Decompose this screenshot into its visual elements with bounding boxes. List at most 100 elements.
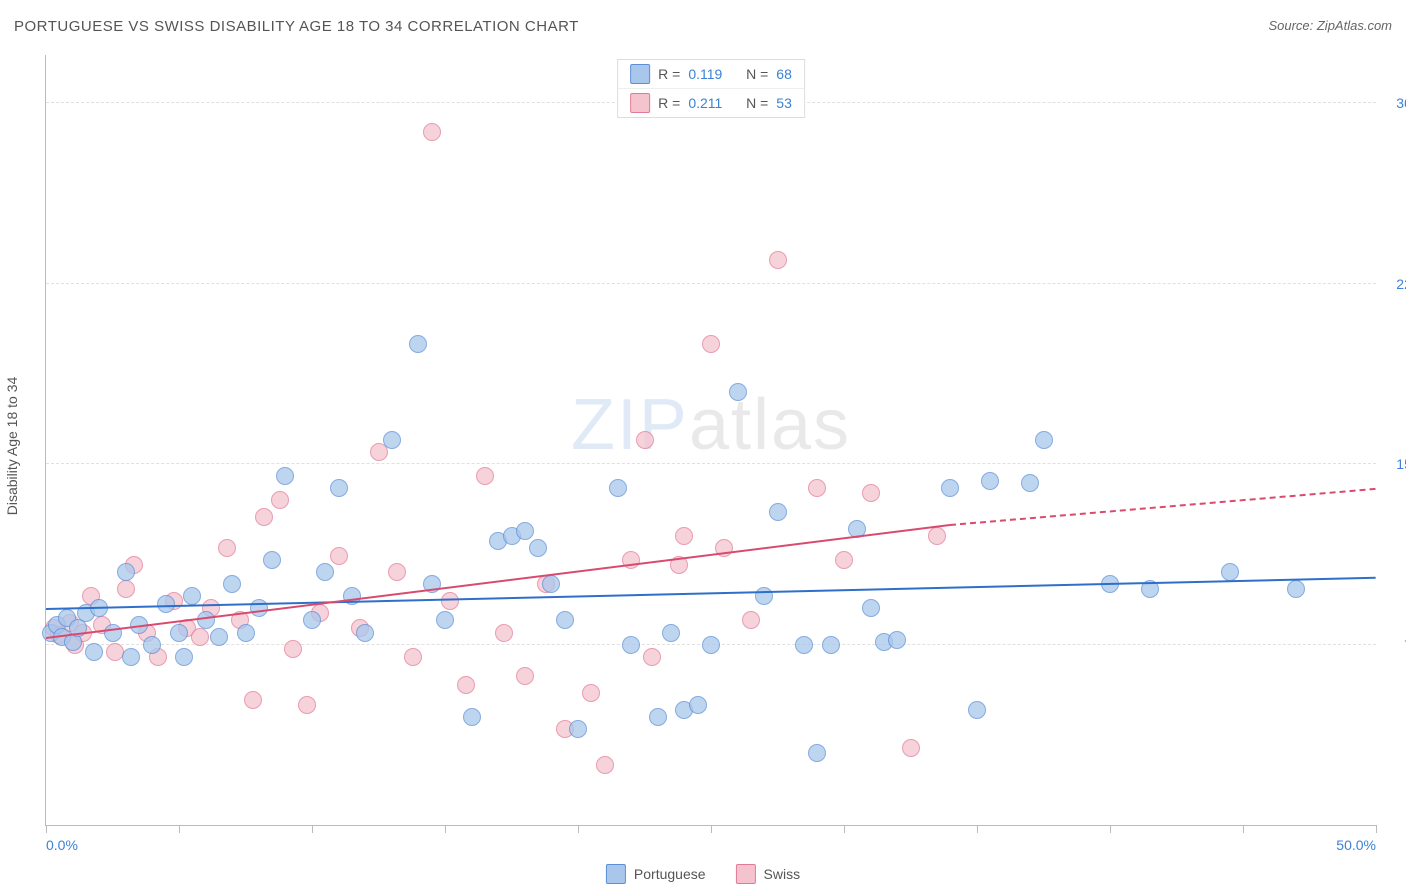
x-tick [977,825,978,833]
y-tick-label: 30.0% [1381,95,1406,111]
chart-title: PORTUGUESE VS SWISS DISABILITY AGE 18 TO… [14,18,579,35]
x-tick [1110,825,1111,833]
portuguese-point [822,636,840,654]
portuguese-point [157,595,175,613]
x-tick [578,825,579,833]
swiss-point [476,467,494,485]
portuguese-point [117,563,135,581]
swiss-point [643,648,661,666]
y-tick-label: 7.5% [1381,637,1406,653]
y-tick-label: 22.5% [1381,276,1406,292]
swiss-point [404,648,422,666]
portuguese-point [1221,563,1239,581]
legend-item-swiss: Swiss [736,864,801,884]
portuguese-point [622,636,640,654]
series-legend: Portuguese Swiss [606,864,800,884]
swiss-point [218,539,236,557]
legend-item-portuguese: Portuguese [606,864,706,884]
swiss-point [902,739,920,757]
watermark: ZIPatlas [571,384,851,466]
swiss-point [769,251,787,269]
portuguese-point [941,479,959,497]
swatch-portuguese [606,864,626,884]
portuguese-point [888,631,906,649]
source-attribution: Source: ZipAtlas.com [1268,18,1392,33]
portuguese-point [170,624,188,642]
swiss-point [284,640,302,658]
x-tick [1376,825,1377,833]
portuguese-point [122,648,140,666]
portuguese-point [237,624,255,642]
portuguese-point [542,575,560,593]
scatter-plot-area: ZIPatlas R = 0.119 N = 68 R = 0.211 N = … [45,55,1376,826]
x-tick [179,825,180,833]
x-tick [1243,825,1244,833]
y-tick-label: 15.0% [1381,456,1406,472]
portuguese-point [183,587,201,605]
portuguese-point [276,467,294,485]
watermark-right: atlas [689,385,851,465]
portuguese-point [436,611,454,629]
portuguese-point [409,335,427,353]
swiss-point [675,527,693,545]
x-tick [312,825,313,833]
x-tick [46,825,47,833]
portuguese-point [85,643,103,661]
portuguese-point [981,472,999,490]
portuguese-point [968,701,986,719]
portuguese-point [729,383,747,401]
trend-line [950,488,1376,526]
n-value-swiss: 53 [776,95,792,111]
x-tick-label: 50.0% [1336,837,1376,853]
portuguese-point [175,648,193,666]
portuguese-point [330,479,348,497]
portuguese-point [316,563,334,581]
swiss-point [255,508,273,526]
swiss-point [298,696,316,714]
portuguese-point [662,624,680,642]
portuguese-point [383,431,401,449]
portuguese-point [197,611,215,629]
legend-label-swiss: Swiss [764,866,801,882]
swiss-point [582,684,600,702]
watermark-left: ZIP [571,385,689,465]
portuguese-point [556,611,574,629]
y-axis-label: Disability Age 18 to 34 [4,377,20,516]
gridline [46,463,1376,464]
portuguese-point [356,624,374,642]
swiss-point [835,551,853,569]
swiss-point [191,628,209,646]
portuguese-point [263,551,281,569]
swiss-point [742,611,760,629]
correlation-legend: R = 0.119 N = 68 R = 0.211 N = 53 [617,59,805,118]
legend-row-portuguese: R = 0.119 N = 68 [618,60,804,88]
portuguese-point [1021,474,1039,492]
portuguese-point [769,503,787,521]
r-label: R = [658,66,680,82]
swiss-point [423,123,441,141]
portuguese-point [223,575,241,593]
r-value-swiss: 0.211 [688,95,722,111]
gridline [46,283,1376,284]
legend-row-swiss: R = 0.211 N = 53 [618,88,804,117]
portuguese-point [609,479,627,497]
legend-label-portuguese: Portuguese [634,866,706,882]
trend-line [46,577,1376,610]
swiss-point [495,624,513,642]
swiss-point [117,580,135,598]
x-tick [711,825,712,833]
swiss-point [516,667,534,685]
swatch-swiss [630,93,650,113]
portuguese-point [702,636,720,654]
portuguese-point [862,599,880,617]
swiss-point [271,491,289,509]
swiss-point [457,676,475,694]
portuguese-point [516,522,534,540]
x-tick-label: 0.0% [46,837,78,853]
swiss-point [862,484,880,502]
swiss-point [388,563,406,581]
n-value-portuguese: 68 [776,66,792,82]
portuguese-point [529,539,547,557]
r-value-portuguese: 0.119 [688,66,722,82]
swatch-swiss [736,864,756,884]
